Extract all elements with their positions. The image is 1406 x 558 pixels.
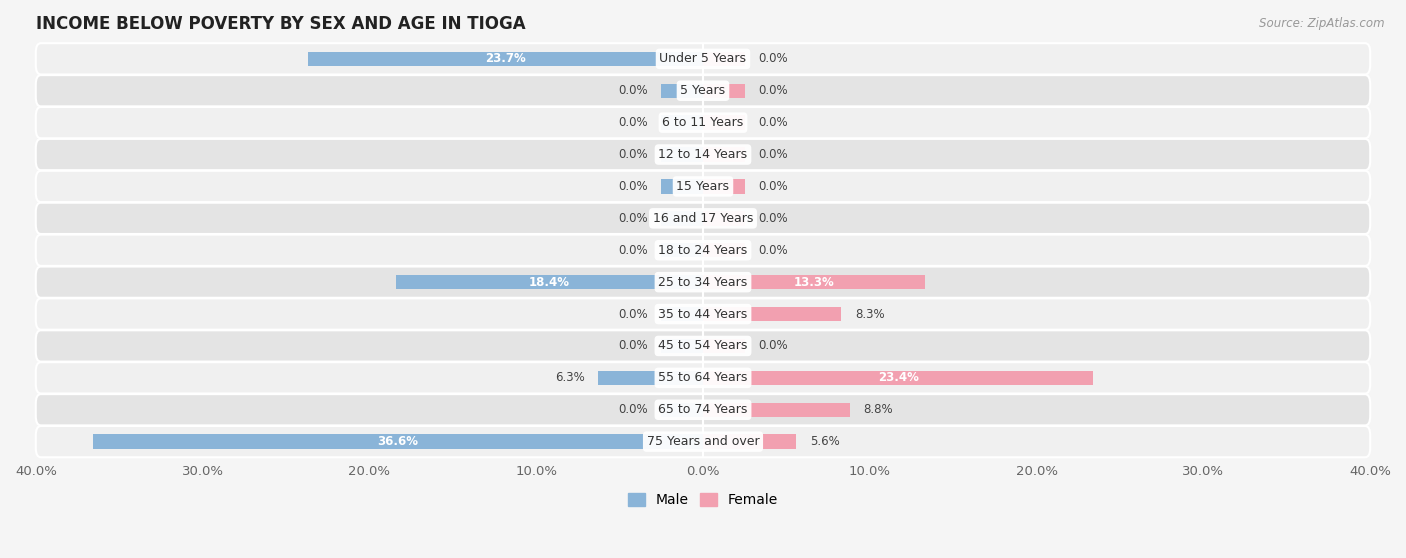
Text: 0.0%: 0.0% <box>619 307 648 320</box>
Text: 18.4%: 18.4% <box>529 276 569 288</box>
Bar <box>661 402 703 417</box>
Text: 13.3%: 13.3% <box>793 276 834 288</box>
Text: 0.0%: 0.0% <box>758 244 787 257</box>
Text: 0.0%: 0.0% <box>619 212 648 225</box>
Text: 8.3%: 8.3% <box>855 307 884 320</box>
FancyBboxPatch shape <box>35 362 1371 393</box>
Bar <box>661 116 703 130</box>
Text: 0.0%: 0.0% <box>619 116 648 129</box>
Text: 65 to 74 Years: 65 to 74 Years <box>658 403 748 416</box>
Text: 5.6%: 5.6% <box>810 435 839 448</box>
Text: 0.0%: 0.0% <box>758 52 787 65</box>
Bar <box>661 339 703 353</box>
Text: 55 to 64 Years: 55 to 64 Years <box>658 371 748 384</box>
Bar <box>703 307 841 321</box>
FancyBboxPatch shape <box>35 234 1371 266</box>
Text: 75 Years and over: 75 Years and over <box>647 435 759 448</box>
Text: Source: ZipAtlas.com: Source: ZipAtlas.com <box>1260 17 1385 30</box>
Bar <box>661 307 703 321</box>
FancyBboxPatch shape <box>35 75 1371 107</box>
Bar <box>396 275 703 289</box>
FancyBboxPatch shape <box>35 267 1371 298</box>
Bar <box>308 52 703 66</box>
Text: 6 to 11 Years: 6 to 11 Years <box>662 116 744 129</box>
FancyBboxPatch shape <box>35 107 1371 138</box>
Text: 0.0%: 0.0% <box>619 339 648 353</box>
Bar <box>661 243 703 257</box>
Bar <box>703 243 745 257</box>
FancyBboxPatch shape <box>35 299 1371 330</box>
Bar <box>703 402 849 417</box>
FancyBboxPatch shape <box>35 330 1371 362</box>
FancyBboxPatch shape <box>35 171 1371 202</box>
Bar <box>703 52 745 66</box>
FancyBboxPatch shape <box>35 43 1371 74</box>
Text: 0.0%: 0.0% <box>758 180 787 193</box>
Text: 5 Years: 5 Years <box>681 84 725 97</box>
Text: 0.0%: 0.0% <box>619 403 648 416</box>
Text: 0.0%: 0.0% <box>758 339 787 353</box>
Text: 16 and 17 Years: 16 and 17 Years <box>652 212 754 225</box>
Bar <box>661 179 703 194</box>
Bar <box>661 84 703 98</box>
Bar <box>93 435 703 449</box>
Text: 25 to 34 Years: 25 to 34 Years <box>658 276 748 288</box>
Text: 23.4%: 23.4% <box>877 371 918 384</box>
Bar <box>703 371 1094 385</box>
Text: 0.0%: 0.0% <box>619 180 648 193</box>
Bar <box>703 179 745 194</box>
Bar <box>661 211 703 225</box>
Text: 0.0%: 0.0% <box>619 84 648 97</box>
Text: 0.0%: 0.0% <box>619 148 648 161</box>
Bar <box>598 371 703 385</box>
Bar <box>703 84 745 98</box>
FancyBboxPatch shape <box>35 203 1371 234</box>
Text: 0.0%: 0.0% <box>758 212 787 225</box>
Text: 0.0%: 0.0% <box>758 116 787 129</box>
Text: 6.3%: 6.3% <box>555 371 585 384</box>
FancyBboxPatch shape <box>35 139 1371 170</box>
Text: 15 Years: 15 Years <box>676 180 730 193</box>
Text: Under 5 Years: Under 5 Years <box>659 52 747 65</box>
Text: 8.8%: 8.8% <box>863 403 893 416</box>
Text: INCOME BELOW POVERTY BY SEX AND AGE IN TIOGA: INCOME BELOW POVERTY BY SEX AND AGE IN T… <box>37 15 526 33</box>
Bar <box>703 275 925 289</box>
FancyBboxPatch shape <box>35 394 1371 425</box>
Text: 0.0%: 0.0% <box>619 244 648 257</box>
Text: 36.6%: 36.6% <box>377 435 419 448</box>
Text: 12 to 14 Years: 12 to 14 Years <box>658 148 748 161</box>
Text: 0.0%: 0.0% <box>758 84 787 97</box>
Text: 18 to 24 Years: 18 to 24 Years <box>658 244 748 257</box>
Text: 23.7%: 23.7% <box>485 52 526 65</box>
Bar <box>661 147 703 162</box>
Bar <box>703 116 745 130</box>
Bar <box>703 147 745 162</box>
Legend: Male, Female: Male, Female <box>623 488 783 513</box>
Text: 35 to 44 Years: 35 to 44 Years <box>658 307 748 320</box>
Text: 45 to 54 Years: 45 to 54 Years <box>658 339 748 353</box>
Text: 0.0%: 0.0% <box>758 148 787 161</box>
Bar <box>703 435 796 449</box>
FancyBboxPatch shape <box>35 426 1371 457</box>
Bar <box>703 211 745 225</box>
Bar <box>703 339 745 353</box>
